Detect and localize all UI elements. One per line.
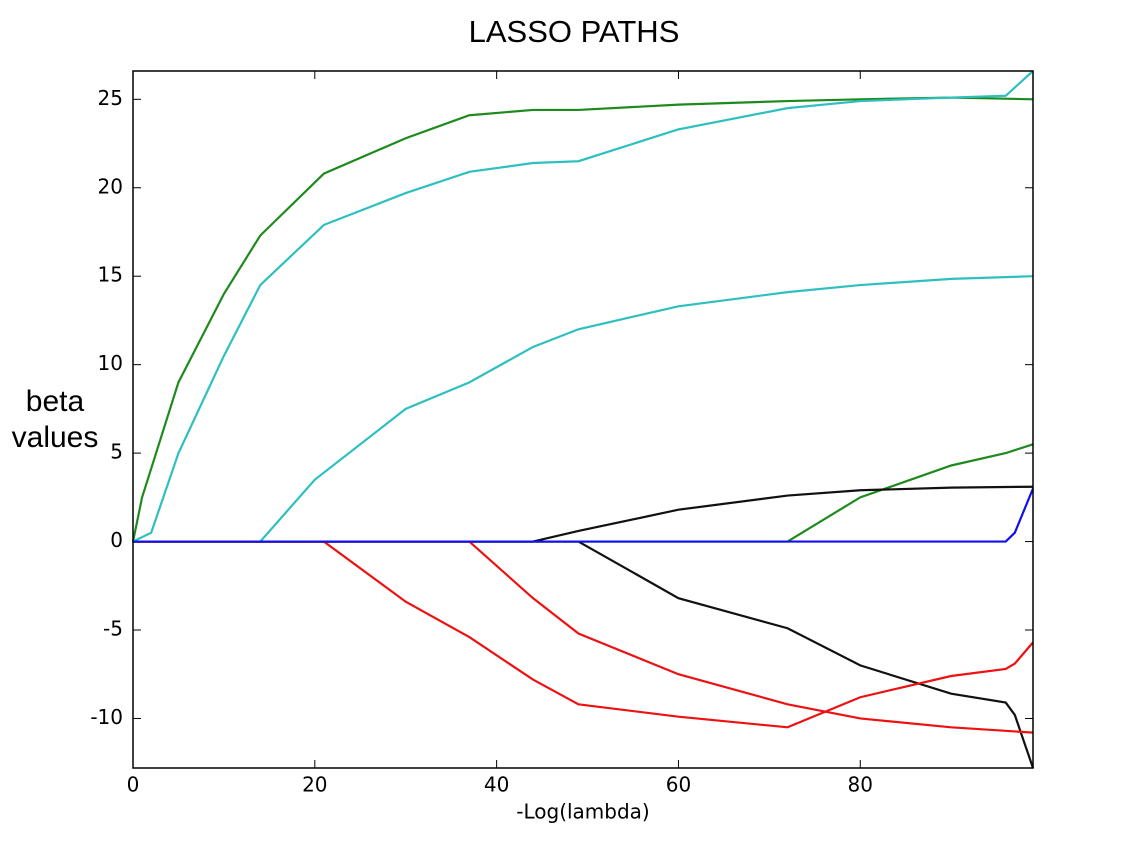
- plot-frame: [132, 70, 1034, 769]
- x-tick-label: 40: [484, 773, 509, 797]
- y-tick-label: 10: [98, 351, 123, 375]
- y-tick-label: -10: [90, 705, 123, 729]
- y-tick-label: -5: [103, 617, 123, 641]
- series-line: [133, 485, 1034, 543]
- series-line: [133, 540, 1034, 729]
- y-tick-label: 5: [110, 440, 123, 464]
- series-line: [133, 275, 1034, 543]
- x-tick-label: 0: [127, 773, 140, 797]
- series-line: [133, 540, 1034, 734]
- y-tick-label: 15: [98, 263, 123, 287]
- series-line: [133, 540, 1035, 769]
- x-axis-label: -Log(lambda): [516, 800, 650, 824]
- chart-title: LASSO PATHS: [469, 14, 680, 49]
- y-tick-label: 20: [98, 174, 123, 198]
- series-line: [133, 443, 1034, 543]
- x-tick-label: 60: [666, 773, 691, 797]
- y-axis-label: beta values: [11, 385, 99, 454]
- y-tick-label: 25: [98, 86, 123, 110]
- series-line: [131, 96, 1034, 542]
- y-tick-label: 0: [110, 528, 123, 552]
- series-line: [133, 488, 1035, 543]
- x-tick-label: 80: [848, 773, 873, 797]
- series-line: [132, 70, 1034, 543]
- x-tick-label: 20: [302, 773, 327, 797]
